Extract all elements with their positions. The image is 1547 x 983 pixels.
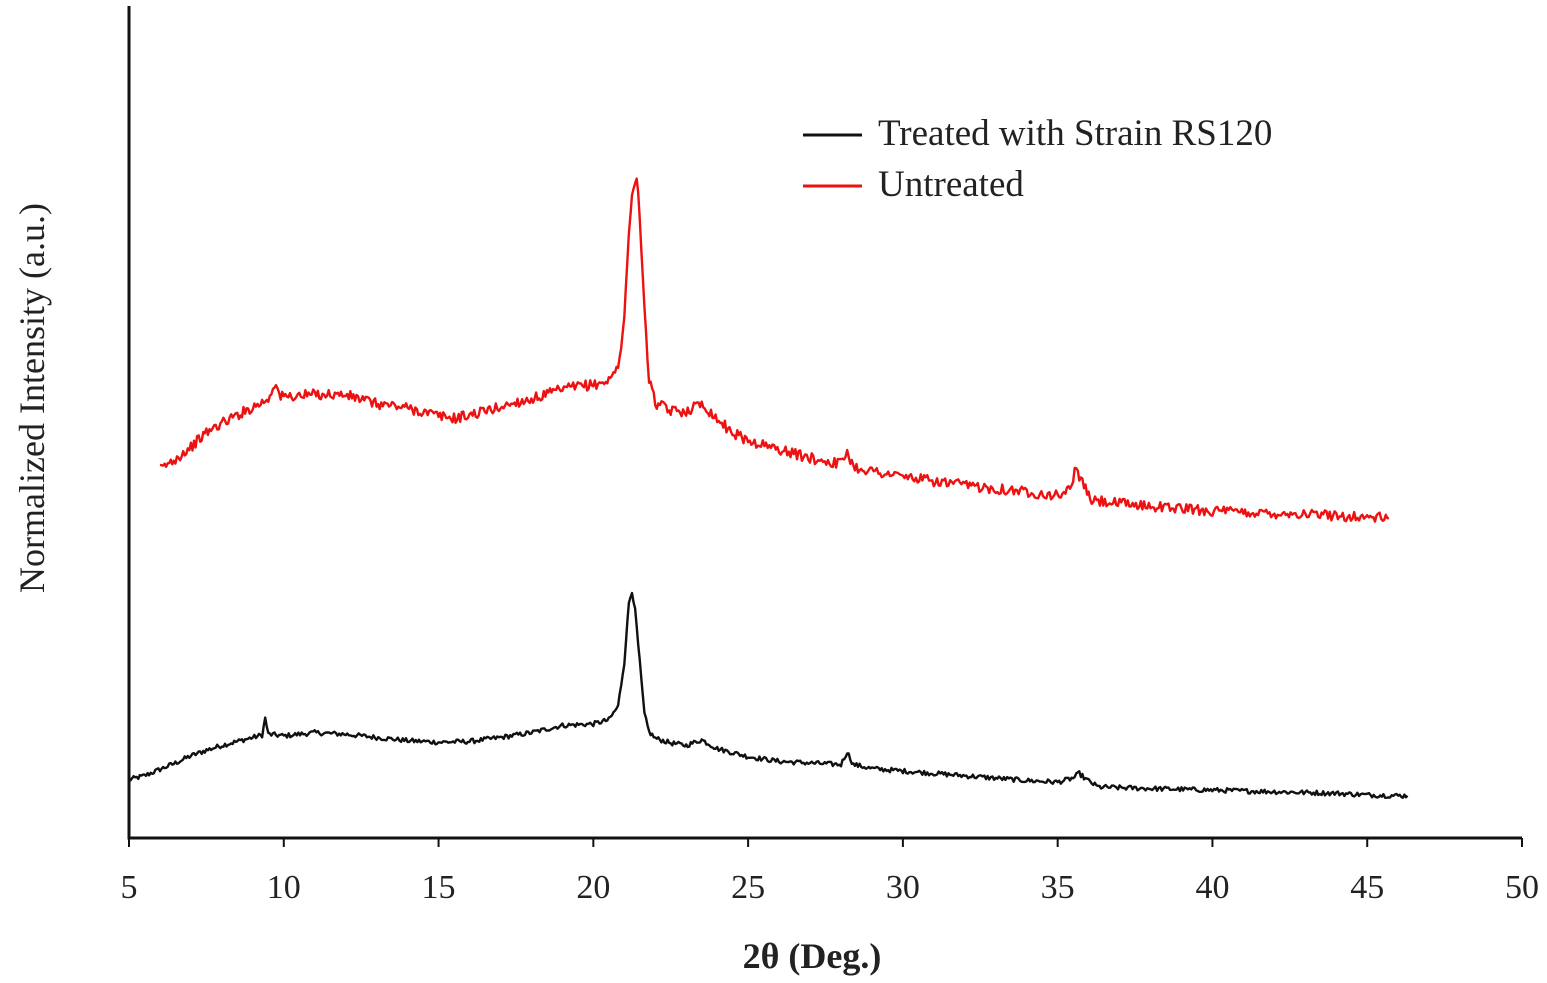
x-tick-label: 40	[1195, 869, 1229, 906]
x-tick-label: 15	[422, 869, 456, 906]
legend-label-untreated: Untreated	[878, 164, 1024, 205]
x-tick-label: 35	[1041, 869, 1075, 906]
legend: Treated with Strain RS120 Untreated	[803, 113, 1272, 205]
x-axis-title: 2θ (Deg.)	[743, 936, 882, 976]
x-tick-label: 45	[1350, 869, 1384, 906]
x-tick-label: 30	[886, 869, 920, 906]
series-line-untreated	[159, 177, 1390, 523]
legend-label-treated: Treated with Strain RS120	[878, 113, 1272, 154]
x-ticks: 5 10 15 20 25 30 35 40 45 50	[121, 838, 1539, 906]
series-group	[128, 177, 1409, 799]
x-tick-label: 20	[576, 869, 610, 906]
y-axis-title: Normalized Intensity (a.u.)	[12, 203, 52, 593]
x-tick-label: 10	[267, 869, 301, 906]
x-tick-label: 50	[1505, 869, 1539, 906]
x-tick-label: 25	[731, 869, 765, 906]
plot-area: 5 10 15 20 25 30 35 40 45 50	[121, 6, 1539, 906]
series-line-treated	[128, 591, 1409, 799]
x-tick-label: 5	[121, 869, 138, 906]
